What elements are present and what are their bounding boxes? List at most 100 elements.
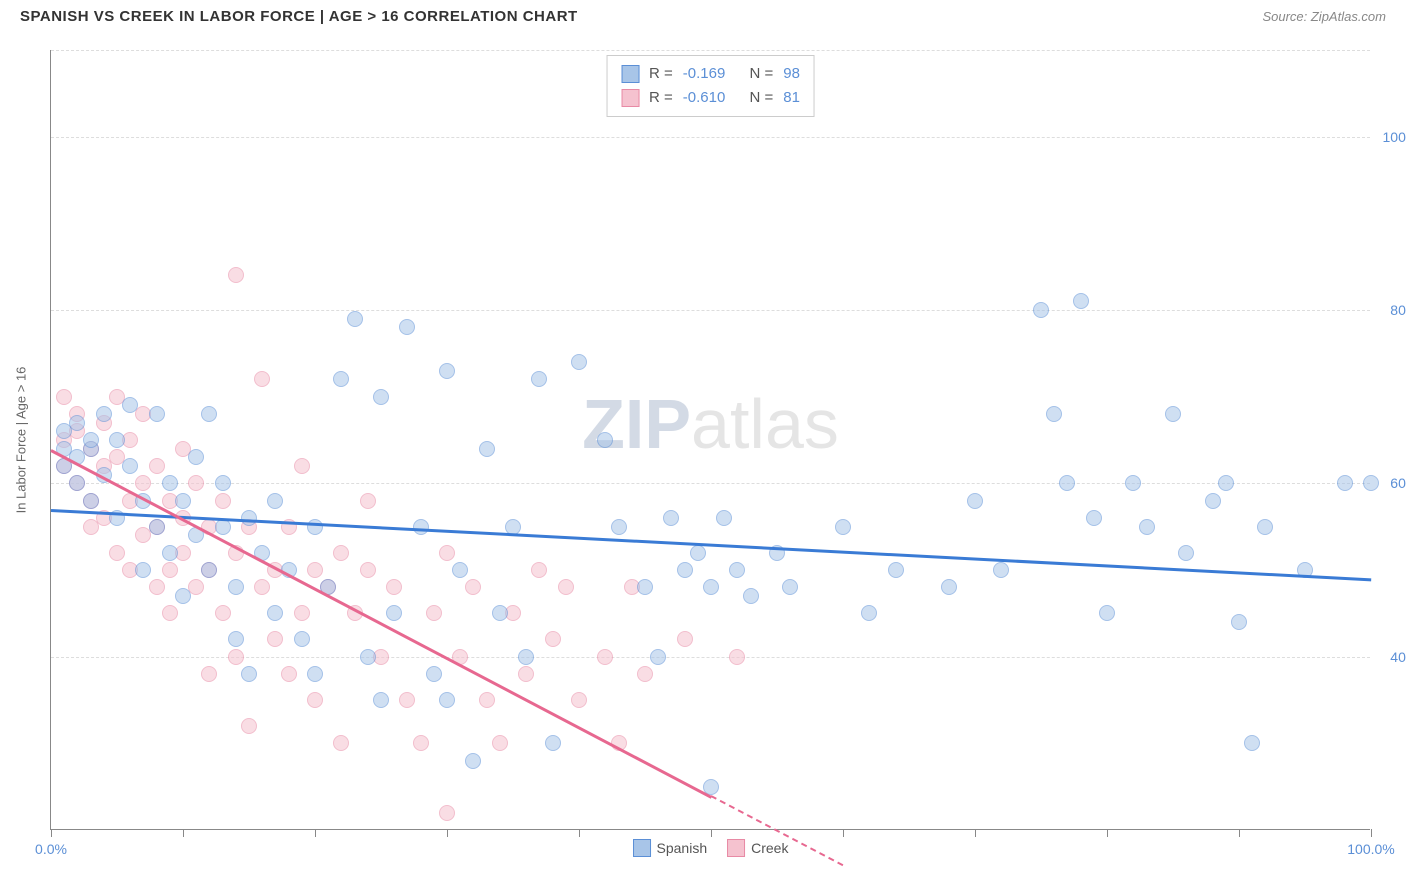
source-attribution: Source: ZipAtlas.com: [1262, 9, 1386, 24]
creek-point: [294, 458, 310, 474]
spanish-swatch: [621, 65, 639, 83]
spanish-point: [861, 605, 877, 621]
creek-point: [215, 605, 231, 621]
spanish-point: [175, 493, 191, 509]
spanish-point: [386, 605, 402, 621]
creek-point: [281, 666, 297, 682]
creek-point: [241, 718, 257, 734]
spanish-point: [201, 562, 217, 578]
legend-item-spanish: Spanish: [633, 839, 708, 857]
spanish-point: [83, 432, 99, 448]
spanish-point: [967, 493, 983, 509]
spanish-point: [162, 475, 178, 491]
spanish-point: [241, 510, 257, 526]
creek-point: [215, 493, 231, 509]
spanish-point: [215, 475, 231, 491]
spanish-point: [360, 649, 376, 665]
spanish-point: [162, 545, 178, 561]
legend-row-creek: R = -0.610 N = 81: [621, 86, 800, 110]
spanish-point: [122, 458, 138, 474]
creek-point: [597, 649, 613, 665]
spanish-point: [188, 449, 204, 465]
spanish-point: [545, 735, 561, 751]
creek-point: [492, 735, 508, 751]
spanish-point: [637, 579, 653, 595]
spanish-point: [307, 666, 323, 682]
spanish-swatch-icon: [633, 839, 651, 857]
spanish-point: [782, 579, 798, 595]
y-tick-label: 60.0%: [1390, 475, 1406, 491]
legend-row-spanish: R = -0.169 N = 98: [621, 62, 800, 86]
creek-point: [228, 267, 244, 283]
x-tick-label: 100.0%: [1347, 841, 1394, 857]
creek-swatch-icon: [727, 839, 745, 857]
creek-point: [254, 371, 270, 387]
creek-point: [188, 475, 204, 491]
spanish-point: [690, 545, 706, 561]
creek-point: [162, 605, 178, 621]
creek-point: [294, 605, 310, 621]
spanish-point: [1099, 605, 1115, 621]
y-tick-label: 100.0%: [1383, 129, 1406, 145]
spanish-point: [149, 406, 165, 422]
creek-point: [413, 735, 429, 751]
spanish-point: [333, 371, 349, 387]
correlation-legend: R = -0.169 N = 98 R = -0.610 N = 81: [606, 55, 815, 117]
spanish-point: [347, 311, 363, 327]
spanish-point: [294, 631, 310, 647]
creek-point: [333, 735, 349, 751]
spanish-point: [83, 493, 99, 509]
creek-point: [56, 389, 72, 405]
spanish-point: [1257, 519, 1273, 535]
spanish-point: [993, 562, 1009, 578]
creek-point: [307, 692, 323, 708]
spanish-point: [677, 562, 693, 578]
spanish-point: [122, 397, 138, 413]
spanish-point: [452, 562, 468, 578]
spanish-point: [479, 441, 495, 457]
creek-point: [267, 631, 283, 647]
spanish-point: [426, 666, 442, 682]
creek-point: [228, 649, 244, 665]
spanish-point: [1033, 302, 1049, 318]
spanish-point: [597, 432, 613, 448]
spanish-point: [1165, 406, 1181, 422]
spanish-point: [96, 406, 112, 422]
spanish-point: [307, 519, 323, 535]
chart-header: SPANISH VS CREEK IN LABOR FORCE | AGE > …: [0, 0, 1406, 33]
spanish-point: [941, 579, 957, 595]
trend-line: [50, 449, 711, 798]
scatter-chart: In Labor Force | Age > 16 ZIPatlas 40.0%…: [50, 50, 1370, 830]
spanish-point: [1244, 735, 1260, 751]
spanish-point: [1205, 493, 1221, 509]
watermark: ZIPatlas: [582, 384, 839, 464]
spanish-point: [373, 692, 389, 708]
spanish-point: [109, 432, 125, 448]
spanish-point: [650, 649, 666, 665]
spanish-point: [228, 579, 244, 595]
spanish-point: [149, 519, 165, 535]
creek-point: [386, 579, 402, 595]
spanish-point: [439, 363, 455, 379]
creek-point: [465, 579, 481, 595]
spanish-point: [492, 605, 508, 621]
legend-item-creek: Creek: [727, 839, 788, 857]
y-axis-label: In Labor Force | Age > 16: [14, 366, 29, 513]
creek-point: [558, 579, 574, 595]
spanish-point: [175, 588, 191, 604]
chart-title: SPANISH VS CREEK IN LABOR FORCE | AGE > …: [20, 8, 578, 25]
creek-point: [109, 545, 125, 561]
creek-point: [333, 545, 349, 561]
creek-point: [254, 579, 270, 595]
creek-point: [162, 562, 178, 578]
spanish-point: [743, 588, 759, 604]
creek-point: [479, 692, 495, 708]
spanish-point: [228, 631, 244, 647]
creek-point: [360, 493, 376, 509]
creek-point: [439, 805, 455, 821]
spanish-point: [69, 415, 85, 431]
spanish-point: [399, 319, 415, 335]
spanish-point: [1073, 293, 1089, 309]
creek-point: [677, 631, 693, 647]
creek-swatch: [621, 89, 639, 107]
